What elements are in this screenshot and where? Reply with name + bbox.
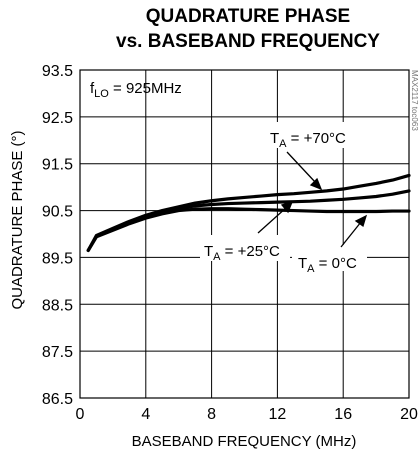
arrow-25-line (257, 206, 288, 234)
arrow-0-line (340, 221, 362, 248)
y-tick-label: 88.5 (42, 297, 73, 314)
y-axis-label: QUADRATURE PHASE (°) (9, 130, 26, 309)
chart-title-line1: QUADRATURE PHASE (146, 6, 350, 27)
series-label-bg-0 (292, 245, 367, 271)
series-label-bg-70 (266, 122, 356, 148)
grid (79, 69, 410, 399)
condition-rest: = 925MHz (109, 80, 182, 97)
part-number-watermark: MAX2117 toc063 (410, 70, 419, 131)
x-tick-label: 4 (141, 406, 150, 423)
series-lines (86, 173, 411, 252)
series-labels: TA = +70°C TA = +25°C TA = 0°C (200, 122, 367, 275)
series-label-0: TA = 0°C (298, 255, 357, 275)
series-label-25: TA = +25°C (204, 243, 280, 263)
tick-labels: 0 4 8 12 16 20 86.5 87.5 88.5 89.5 90.5 91.5 92.5 93.… (42, 63, 418, 423)
plot-frame (79, 69, 410, 399)
condition-sub: LO (94, 88, 109, 100)
x-tick-label: 12 (269, 406, 287, 423)
x-tick-label: 8 (207, 406, 216, 423)
series-label-70: TA = +70°C (270, 130, 346, 150)
arrow-70-line (286, 151, 317, 184)
arrow-70-head (309, 177, 323, 191)
series-label-bg-25 (200, 235, 290, 261)
y-tick-label: 86.5 (42, 391, 73, 408)
y-tick-label: 89.5 (42, 250, 73, 267)
y-tick-label: 87.5 (42, 344, 73, 361)
series-line-0c (86, 207, 411, 252)
chart-title-line2: vs. BASEBAND FREQUENCY (116, 31, 380, 52)
y-tick-label: 92.5 (42, 110, 73, 127)
x-axis-label: BASEBAND FREQUENCY (MHz) (132, 433, 357, 450)
y-tick-label: 90.5 (42, 204, 73, 221)
arrow-25-head (280, 200, 294, 214)
y-tick-label: 91.5 (42, 157, 73, 174)
x-tick-label: 20 (400, 406, 418, 423)
condition-label: fLO = 925MHz (90, 80, 182, 100)
y-tick-label: 93.5 (42, 63, 73, 80)
arrow-0-head (354, 214, 368, 228)
condition-main: f (90, 80, 95, 97)
x-tick-label: 16 (334, 406, 352, 423)
x-tick-label: 0 (76, 406, 85, 423)
annotation-arrows (257, 151, 368, 248)
